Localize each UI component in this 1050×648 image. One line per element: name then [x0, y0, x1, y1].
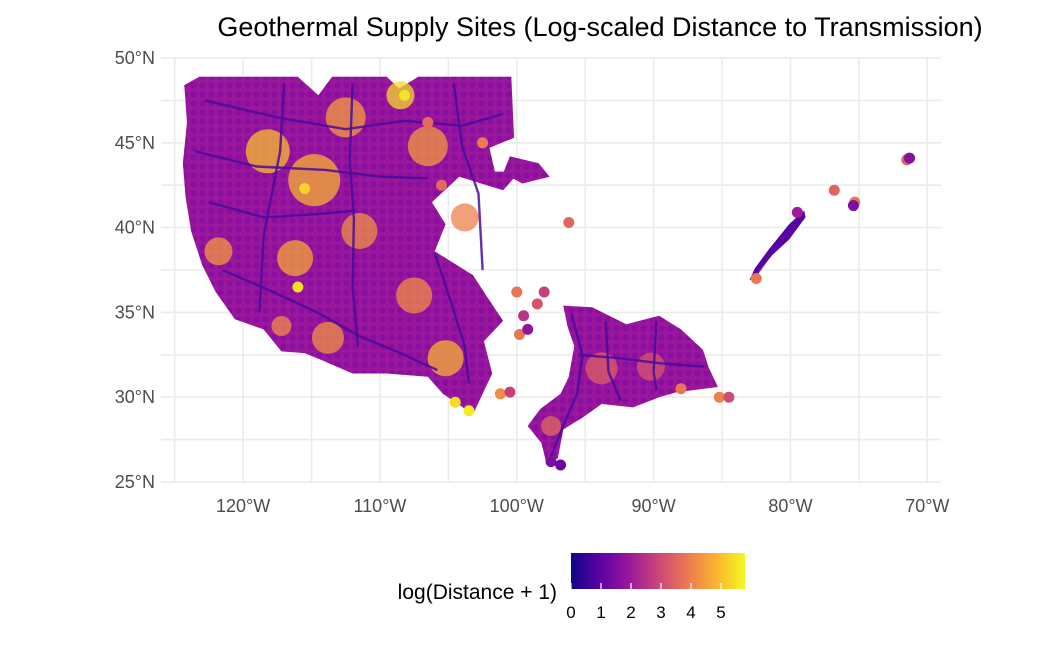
site-point — [463, 405, 475, 417]
site-point — [555, 459, 567, 471]
site-point — [828, 184, 840, 196]
site-point — [518, 310, 530, 322]
site-point — [449, 396, 461, 408]
site-points — [292, 89, 916, 471]
high-distance-patch — [341, 212, 378, 249]
transmission-corridor — [258, 83, 286, 313]
transmission-corridor — [604, 320, 622, 402]
y-tick-label: 35°N — [115, 302, 155, 322]
transmission-corridor — [204, 99, 504, 131]
x-tick-label: 110°W — [354, 496, 407, 516]
site-point — [436, 179, 448, 191]
color-legend: log(Distance + 1) 0 1 2 3 4 5 — [398, 553, 745, 622]
transmission-corridor — [348, 83, 360, 347]
transmission-corridor — [578, 353, 705, 368]
site-point — [750, 272, 762, 284]
transmission-corridor — [208, 201, 356, 219]
legend-colorbar — [571, 553, 745, 589]
chart-title: Geothermal Supply Sites (Log-scaled Dist… — [217, 12, 982, 42]
high-distance-patch — [325, 97, 366, 138]
site-point — [494, 388, 506, 400]
high-distance-patch — [541, 416, 561, 437]
legend-tick-label: 1 — [596, 603, 605, 622]
site-point — [904, 152, 916, 164]
legend-tick-label: 4 — [686, 603, 695, 622]
transmission-corridor — [548, 313, 584, 461]
x-tick-label: 90°W — [632, 496, 676, 516]
y-tick-label: 50°N — [115, 48, 155, 68]
legend-tick-label: 0 — [566, 603, 575, 622]
high-distance-patch — [636, 352, 665, 381]
site-regions — [182, 76, 806, 465]
x-axis-ticks: 120°W 110°W 100°W 90°W 80°W 70°W — [216, 496, 949, 516]
transmission-corridor — [194, 150, 428, 180]
high-distance-patch — [407, 126, 448, 167]
legend-tick-label: 5 — [716, 603, 725, 622]
high-distance-patch — [288, 154, 341, 207]
site-point — [545, 456, 557, 468]
high-distance-patch — [204, 237, 233, 266]
x-tick-label: 80°W — [768, 496, 812, 516]
site-point — [299, 183, 311, 195]
transmission-corridor — [222, 268, 438, 372]
site-point — [477, 137, 489, 149]
site-point — [723, 391, 735, 403]
x-tick-label: 120°W — [216, 496, 270, 516]
high-distance-patch — [277, 240, 314, 277]
texas-gulf-region-texture — [527, 305, 718, 465]
site-point — [675, 383, 687, 395]
south-dakota-region-texture — [503, 156, 550, 184]
site-point — [847, 200, 859, 212]
y-tick-label: 45°N — [115, 133, 155, 153]
y-axis-ticks: 25°N 30°N 35°N 40°N 45°N 50°N — [115, 48, 155, 492]
transmission-corridor — [433, 252, 471, 384]
transmission-corridor — [753, 213, 802, 278]
transmission-corridor — [652, 320, 658, 391]
y-tick-label: 40°N — [115, 218, 155, 238]
high-distance-patch — [427, 340, 464, 377]
legend-tick-label: 3 — [656, 603, 665, 622]
site-point — [531, 298, 543, 310]
transmission-corridor — [452, 83, 484, 271]
site-point — [538, 286, 550, 298]
site-point — [504, 386, 516, 398]
x-tick-label: 100°W — [490, 496, 544, 516]
high-distance-patch — [450, 203, 479, 232]
site-point — [292, 281, 304, 293]
y-tick-label: 30°N — [115, 387, 155, 407]
high-distance-patch — [271, 315, 292, 336]
site-point — [514, 328, 526, 340]
high-distance-patch — [311, 321, 344, 354]
y-tick-label: 25°N — [115, 472, 155, 492]
site-point — [422, 116, 434, 128]
site-point — [511, 286, 523, 298]
site-point — [522, 323, 534, 335]
site-point — [563, 217, 575, 229]
site-point — [713, 391, 725, 403]
legend-tick-label: 2 — [626, 603, 635, 622]
high-distance-patch — [396, 277, 433, 314]
x-tick-label: 70°W — [905, 496, 949, 516]
legend-ticks: 0 1 2 3 4 5 — [566, 583, 726, 622]
site-point — [399, 89, 411, 101]
legend-title: log(Distance + 1) — [398, 581, 557, 604]
site-point — [791, 206, 803, 218]
